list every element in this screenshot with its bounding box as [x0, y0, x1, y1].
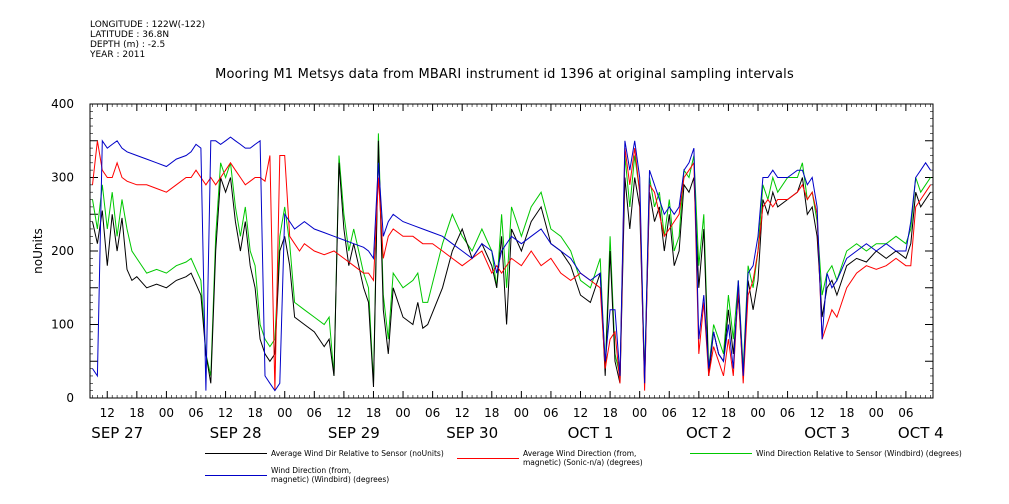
x-tick-label: 00: [159, 406, 174, 420]
plot-frame: [89, 103, 934, 399]
x-tick-label: 12: [455, 406, 470, 420]
legend-label: Average Wind Direction (from, magnetic) …: [523, 449, 643, 467]
legend-swatch: [205, 453, 267, 454]
legend-label: Wind Direction Relative to Sensor (Windb…: [756, 449, 962, 458]
x-tick-label: 12: [100, 406, 115, 420]
chart-title: Mooring M1 Metsys data from MBARI instru…: [215, 67, 794, 82]
x-tick-label: 18: [484, 406, 499, 420]
y-axis-label: noUnits: [31, 228, 45, 274]
longitude-label: LONGITUDE : 122W(-122): [90, 20, 206, 30]
y-tick-label: 0: [66, 391, 74, 405]
red-series-line: [92, 140, 931, 391]
x-tick-label: 18: [248, 406, 263, 420]
x-tick-label: 06: [780, 406, 795, 420]
x-day-label: OCT 1: [568, 424, 614, 442]
latitude-label: LATITUDE : 36.8N: [90, 30, 170, 40]
y-tick-label: 200: [51, 244, 74, 258]
x-tick-label: 00: [514, 406, 529, 420]
x-tick-label: 18: [129, 406, 144, 420]
x-tick-label: 18: [602, 406, 617, 420]
x-tick-label: 06: [898, 406, 913, 420]
x-tick-label: 18: [366, 406, 381, 420]
x-tick-label: 06: [425, 406, 440, 420]
x-tick-label: 12: [573, 406, 588, 420]
x-tick-label: 06: [188, 406, 203, 420]
green-series-line: [92, 133, 931, 384]
x-tick-label: 00: [869, 406, 884, 420]
legend-label: Wind Direction (from, magnetic) (Windbir…: [271, 466, 390, 484]
legend-label: Average Wind Dir Relative to Sensor (noU…: [271, 449, 444, 458]
x-day-label: SEP 27: [91, 424, 143, 442]
x-day-label: OCT 2: [686, 424, 732, 442]
black-series-line: [92, 140, 931, 388]
legend-item-rel-wind-dir: Average Wind Dir Relative to Sensor (noU…: [205, 449, 444, 458]
legend-item-windbird-dir: Wind Direction (from, magnetic) (Windbir…: [205, 466, 389, 484]
x-tick-label: 06: [662, 406, 677, 420]
depth-label: DEPTH (m) : -2.5: [90, 40, 166, 50]
x-tick-label: 00: [632, 406, 647, 420]
x-tick-label: 12: [691, 406, 706, 420]
x-tick-label: 00: [750, 406, 765, 420]
x-tick-label: 12: [218, 406, 233, 420]
metadata-block: LONGITUDE : 122W(-122) LATITUDE : 36.8N …: [90, 20, 205, 60]
y-tick-label: 100: [51, 318, 74, 332]
blue-series-line: [92, 136, 931, 392]
x-day-label: OCT 4: [898, 424, 944, 442]
legend-swatch: [690, 453, 752, 454]
x-tick-label: 00: [277, 406, 292, 420]
x-tick-label: 12: [336, 406, 351, 420]
legend-swatch: [205, 474, 267, 476]
year-label: YEAR : 2011: [90, 50, 146, 60]
x-tick-label: 18: [721, 406, 736, 420]
x-tick-label: 06: [543, 406, 558, 420]
x-tick-label: 18: [839, 406, 854, 420]
x-day-label: SEP 29: [328, 424, 380, 442]
x-day-label: OCT 3: [804, 424, 850, 442]
y-tick-label: 400: [51, 97, 74, 111]
x-tick-label: 12: [810, 406, 825, 420]
x-day-label: SEP 28: [210, 424, 262, 442]
x-tick-label: 06: [307, 406, 322, 420]
y-tick-label: 300: [51, 171, 74, 185]
x-tick-label: 00: [395, 406, 410, 420]
legend-item-windbird-rel: Wind Direction Relative to Sensor (Windb…: [690, 449, 962, 458]
legend-swatch: [457, 457, 519, 459]
x-day-label: SEP 30: [446, 424, 498, 442]
legend-item-avg-wind-dir: Average Wind Direction (from, magnetic) …: [457, 449, 643, 467]
